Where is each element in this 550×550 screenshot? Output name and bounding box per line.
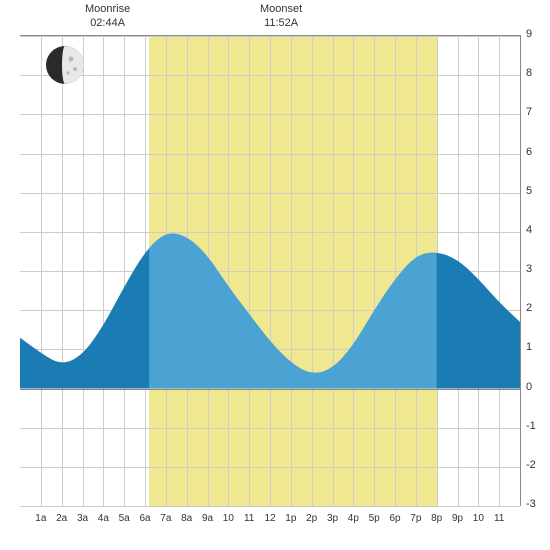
y-tick-label: 5 xyxy=(526,185,546,197)
x-tick-label: 1p xyxy=(285,513,296,524)
x-tick-label: 8a xyxy=(181,513,192,524)
y-tick-label: -2 xyxy=(526,459,546,471)
x-tick-label: 12 xyxy=(264,513,275,524)
x-tick-label: 9a xyxy=(202,513,213,524)
x-tick-label: 5a xyxy=(119,513,130,524)
x-tick-label: 7a xyxy=(160,513,171,524)
y-tick-label: 6 xyxy=(526,146,546,158)
x-tick-label: 5p xyxy=(369,513,380,524)
y-tick-label: 4 xyxy=(526,224,546,236)
moon-phase-icon xyxy=(45,45,85,85)
x-tick-label: 2p xyxy=(306,513,317,524)
moonset-header: Moonset 11:52A xyxy=(260,2,302,31)
y-tick-label: 0 xyxy=(526,381,546,393)
y-tick-label: 9 xyxy=(526,28,546,40)
x-tick-label: 3a xyxy=(77,513,88,524)
y-tick-label: 7 xyxy=(526,106,546,118)
y-tick-label: 1 xyxy=(526,341,546,353)
moonrise-label: Moonrise xyxy=(85,3,130,15)
x-tick-label: 11 xyxy=(244,513,254,524)
x-tick-label: 6p xyxy=(389,513,400,524)
x-tick-label: 4p xyxy=(348,513,359,524)
y-tick-label: 3 xyxy=(526,263,546,275)
x-tick-label: 9p xyxy=(452,513,463,524)
tide-chart: Moonrise 02:44A Moonset 11:52A -3-2-1012… xyxy=(0,0,550,550)
plot-area xyxy=(20,35,521,506)
x-tick-label: 8p xyxy=(431,513,442,524)
y-tick-label: -1 xyxy=(526,420,546,432)
zero-line xyxy=(20,389,520,390)
tide-area xyxy=(20,36,520,506)
x-tick-label: 1a xyxy=(35,513,46,524)
x-tick-label: 3p xyxy=(327,513,338,524)
y-tick-label: -3 xyxy=(526,498,546,510)
x-tick-label: 4a xyxy=(98,513,109,524)
moonset-time: 11:52A xyxy=(264,17,298,29)
moonrise-header: Moonrise 02:44A xyxy=(85,2,130,31)
x-tick-label: 11 xyxy=(494,513,504,524)
x-tick-label: 2a xyxy=(56,513,67,524)
x-tick-label: 10 xyxy=(223,513,234,524)
x-tick-label: 6a xyxy=(139,513,150,524)
y-tick-label: 8 xyxy=(526,67,546,79)
x-tick-label: 7p xyxy=(410,513,421,524)
y-tick-label: 2 xyxy=(526,302,546,314)
moonset-label: Moonset xyxy=(260,3,302,15)
moonrise-time: 02:44A xyxy=(90,17,125,29)
x-tick-label: 10 xyxy=(473,513,484,524)
